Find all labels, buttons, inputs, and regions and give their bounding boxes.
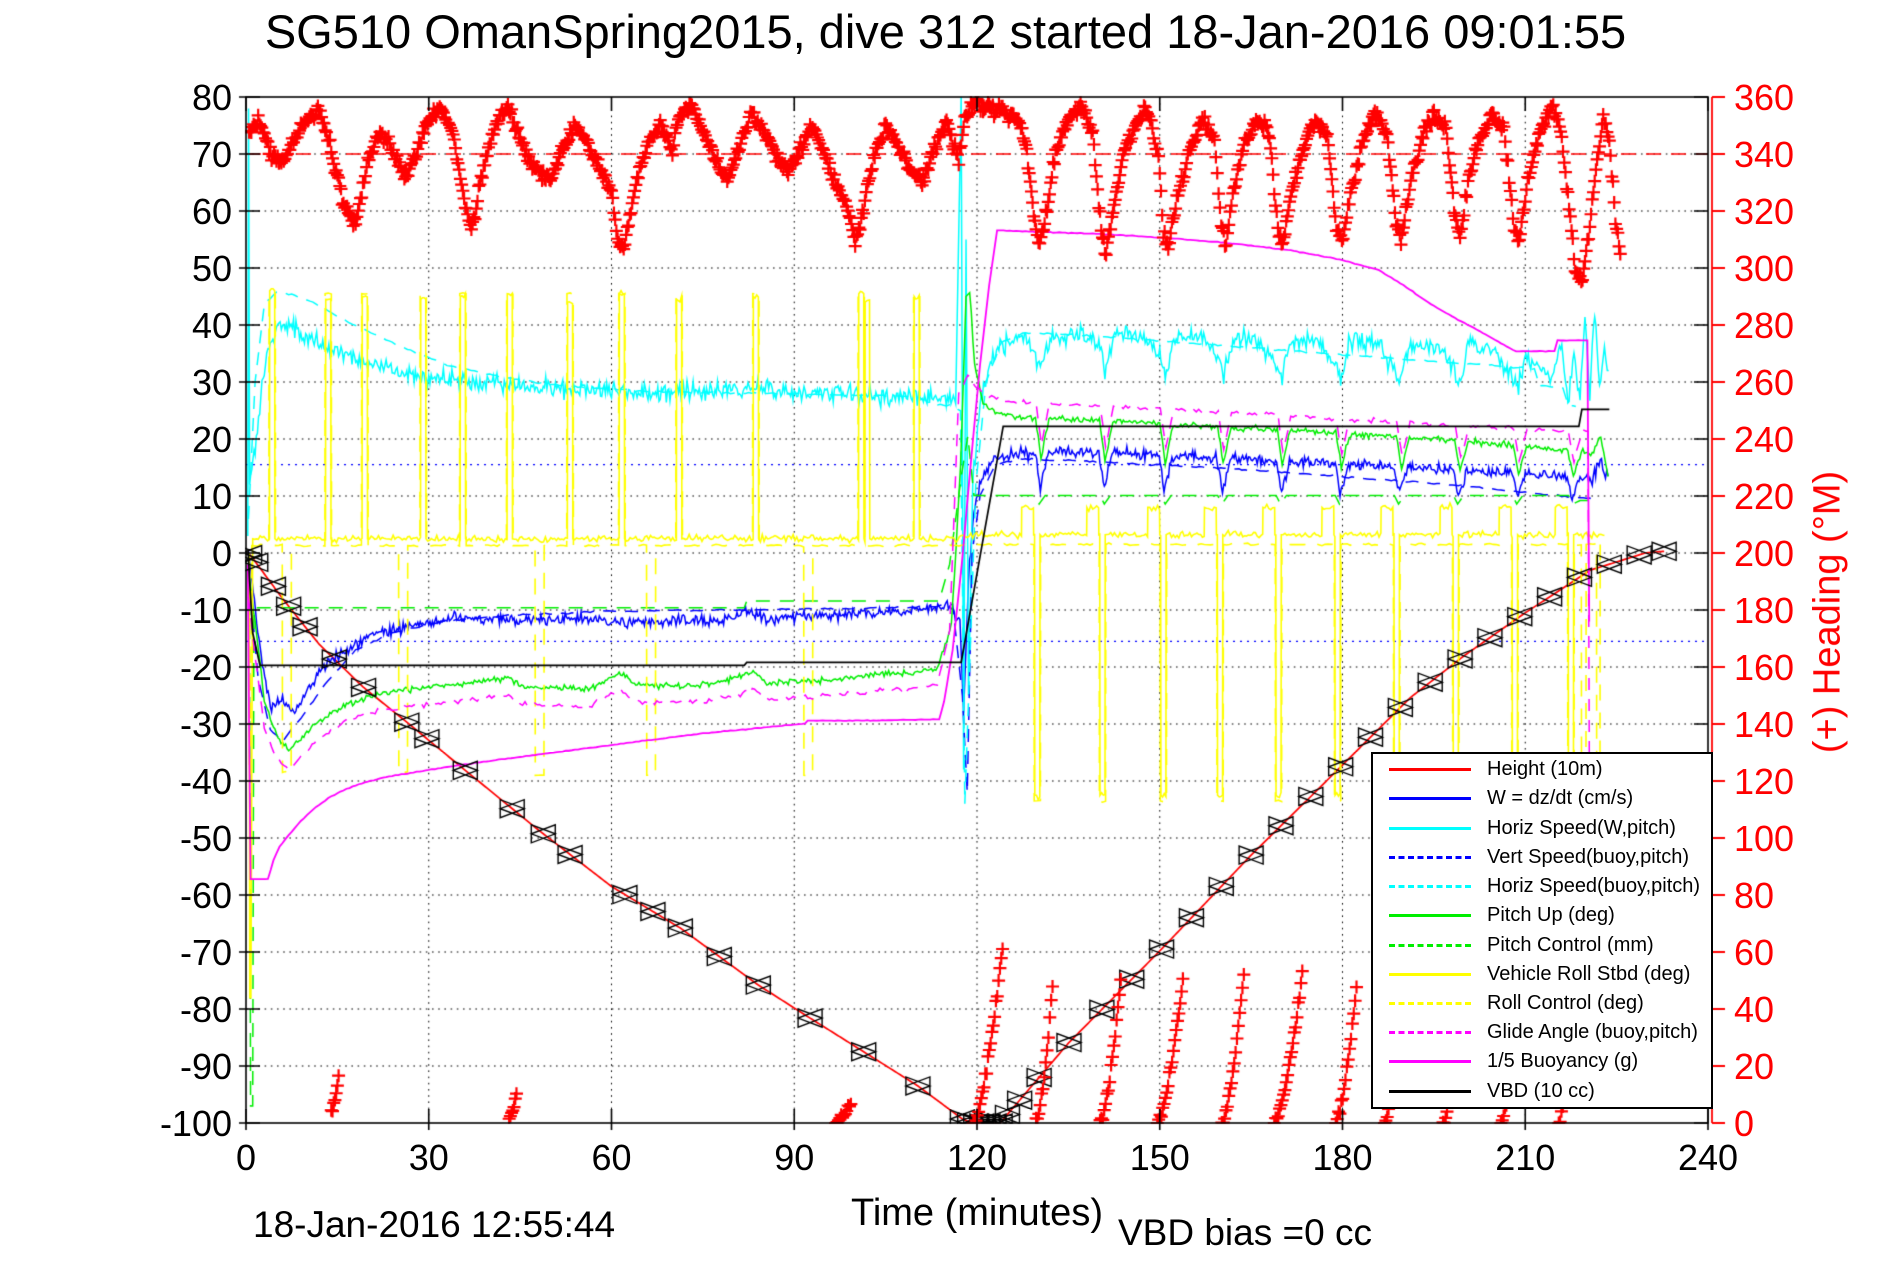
legend-item-label: Pitch Control (mm)	[1487, 933, 1654, 956]
legend-item-label: Vert Speed(buoy,pitch)	[1487, 845, 1689, 868]
legend-item: 1/5 Buoyancy (g)	[1373, 1048, 1711, 1075]
right-y-tick-label: 280	[1734, 305, 1795, 346]
left-y-tick-label: -80	[179, 989, 232, 1030]
legend-item: Vert Speed(buoy,pitch)	[1373, 844, 1711, 871]
left-y-tick-label: -30	[179, 704, 232, 745]
legend-item-label: Glide Angle (buoy,pitch)	[1487, 1021, 1698, 1044]
legend-item-label: 1/5 Buoyancy (g)	[1487, 1050, 1639, 1073]
left-y-tick-label: 50	[191, 248, 232, 289]
legend-item: VBD (10 cc)	[1373, 1078, 1711, 1105]
right-y-tick-label: 340	[1734, 134, 1795, 175]
legend-line-sample-icon	[1389, 1089, 1471, 1093]
legend-item: Horiz Speed(W,pitch)	[1373, 815, 1711, 842]
left-y-tick-label: -100	[159, 1103, 232, 1144]
left-y-tick-label: 20	[191, 419, 232, 460]
right-y-tick-label: 160	[1734, 647, 1795, 688]
legend-item: Pitch Up (deg)	[1373, 902, 1711, 929]
legend: Height (10m) W = dz/dt (cm/s) Horiz Speed(…	[1371, 752, 1713, 1109]
x-tick-label: 210	[1495, 1137, 1556, 1178]
legend-item-label: Roll Control (deg)	[1487, 991, 1644, 1014]
right-y-tick-label: 300	[1734, 248, 1795, 289]
right-y-tick-label: 140	[1734, 704, 1795, 745]
legend-line-sample-icon	[1389, 826, 1471, 830]
left-y-tick-label: 80	[191, 77, 232, 118]
right-y-tick-label: 60	[1734, 932, 1775, 973]
right-y-tick-label: 320	[1734, 191, 1795, 232]
x-tick-label: 90	[774, 1137, 815, 1178]
right-y-tick-label: 80	[1734, 875, 1775, 916]
right-y-tick-label: 0	[1734, 1103, 1755, 1144]
legend-item-label: Height (10m)	[1487, 758, 1603, 781]
x-tick-label: 120	[946, 1137, 1008, 1178]
left-y-tick-label: -90	[179, 1046, 232, 1087]
legend-line-sample-icon	[1389, 943, 1471, 947]
legend-line-sample-icon	[1389, 1001, 1471, 1005]
legend-item: Pitch Control (mm)	[1373, 932, 1711, 959]
right-y-tick-label: 220	[1734, 476, 1795, 517]
legend-item: W = dz/dt (cm/s)	[1373, 785, 1711, 812]
x-tick-label: 30	[408, 1137, 449, 1178]
left-y-tick-label: -40	[179, 761, 232, 802]
left-y-tick-label: 10	[191, 476, 232, 517]
left-y-tick-label: -50	[179, 818, 232, 859]
x-axis-label: Time (minutes)	[851, 1192, 1103, 1234]
legend-item: Horiz Speed(buoy,pitch)	[1373, 873, 1711, 900]
right-axis-label: (+) Heading (°M)	[1806, 470, 1849, 754]
legend-line-sample-icon	[1389, 768, 1471, 772]
x-tick-label: 240	[1677, 1137, 1739, 1178]
right-y-tick-label: 20	[1734, 1046, 1775, 1087]
legend-line-sample-icon	[1389, 797, 1471, 801]
right-y-tick-label: 100	[1734, 818, 1795, 859]
legend-item-label: Horiz Speed(buoy,pitch)	[1487, 875, 1701, 898]
legend-item-label: W = dz/dt (cm/s)	[1487, 787, 1634, 810]
left-y-tick-label: -20	[179, 647, 232, 688]
right-y-tick-label: 360	[1734, 77, 1795, 118]
legend-line-sample-icon	[1389, 1031, 1471, 1035]
left-y-tick-label: -70	[179, 932, 232, 973]
dive-end-timestamp: 18-Jan-2016 12:55:44	[253, 1204, 616, 1245]
legend-line-sample-icon	[1389, 914, 1471, 918]
left-y-tick-label: 0	[211, 533, 232, 574]
right-y-tick-label: 240	[1734, 419, 1795, 460]
right-y-tick-label: 200	[1734, 533, 1795, 574]
right-y-tick-label: 260	[1734, 362, 1795, 403]
x-tick-label: 0	[235, 1137, 257, 1178]
legend-item-label: Pitch Up (deg)	[1487, 904, 1615, 927]
left-y-tick-label: 70	[191, 134, 232, 175]
legend-item: Vehicle Roll Stbd (deg)	[1373, 961, 1711, 988]
vbd-bias-note: VBD bias =0 cc	[1118, 1212, 1372, 1253]
legend-item: Glide Angle (buoy,pitch)	[1373, 1019, 1711, 1046]
left-y-tick-label: 30	[191, 362, 232, 403]
legend-item-label: Vehicle Roll Stbd (deg)	[1487, 962, 1691, 985]
legend-item-label: Horiz Speed(W,pitch)	[1487, 816, 1676, 839]
legend-line-sample-icon	[1389, 972, 1471, 976]
right-y-tick-label: 120	[1734, 761, 1795, 802]
left-y-tick-label: 60	[191, 191, 232, 232]
x-tick-label: 60	[591, 1137, 632, 1178]
x-tick-label: 150	[1129, 1137, 1190, 1178]
left-y-tick-label: -60	[179, 875, 232, 916]
chart-title: SG510 OmanSpring2015, dive 312 started 1…	[264, 5, 1627, 58]
right-y-tick-label: 40	[1734, 989, 1775, 1030]
x-tick-label: 180	[1312, 1137, 1373, 1178]
legend-line-sample-icon	[1389, 885, 1471, 889]
legend-item-label: VBD (10 cc)	[1487, 1079, 1595, 1102]
legend-line-sample-icon	[1389, 1060, 1471, 1064]
legend-item: Height (10m)	[1373, 756, 1711, 783]
left-y-tick-label: 40	[191, 305, 232, 346]
right-y-tick-label: 180	[1734, 590, 1795, 631]
legend-item: Roll Control (deg)	[1373, 990, 1711, 1017]
legend-line-sample-icon	[1389, 855, 1471, 859]
left-y-tick-label: -10	[179, 590, 232, 631]
